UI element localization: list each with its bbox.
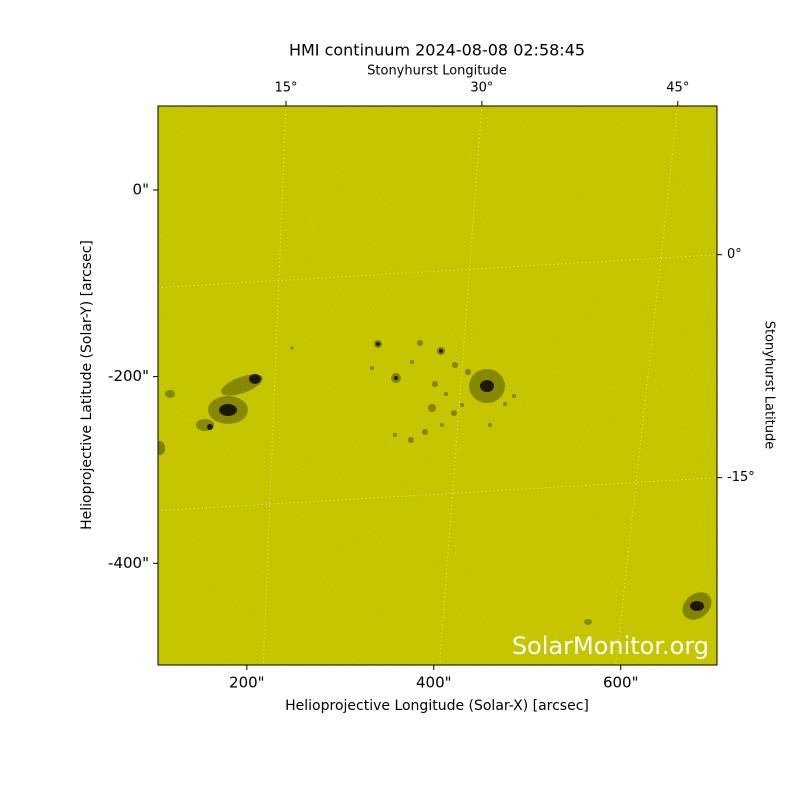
- y2-tick-label: -15°: [727, 470, 755, 485]
- y-tick-label: 0": [133, 180, 149, 198]
- longitude-grid-line: [439, 106, 483, 665]
- y-tick-label: -200": [108, 367, 149, 385]
- x-tick-label: 600": [603, 674, 639, 692]
- sunspots: [158, 340, 712, 625]
- y-axis-label: Helioprojective Latitude (Solar-Y) [arcs…: [79, 240, 95, 530]
- chart-title: HMI continuum 2024-08-08 02:58:45: [289, 41, 585, 60]
- y2-axis-label: Stonyhurst Latitude: [762, 321, 777, 450]
- x-tick-label: 200": [229, 674, 265, 692]
- x2-tick-label: 45°: [666, 81, 689, 96]
- watermark: SolarMonitor.org: [512, 632, 709, 660]
- solar-image: [158, 106, 717, 665]
- grid: [158, 106, 717, 665]
- x-tick-label: 400": [416, 674, 452, 692]
- y2-tick-label: 0°: [727, 247, 742, 262]
- x-axis-label: Helioprojective Longitude (Solar-X) [arc…: [285, 698, 589, 714]
- longitude-grid-line: [615, 106, 679, 665]
- x2-tick-label: 30°: [470, 81, 493, 96]
- x2-axis-label: Stonyhurst Longitude: [367, 64, 507, 79]
- x2-tick-label: 15°: [274, 81, 297, 96]
- y-tick-label: -400": [108, 554, 149, 572]
- plot-frame: [157, 105, 718, 666]
